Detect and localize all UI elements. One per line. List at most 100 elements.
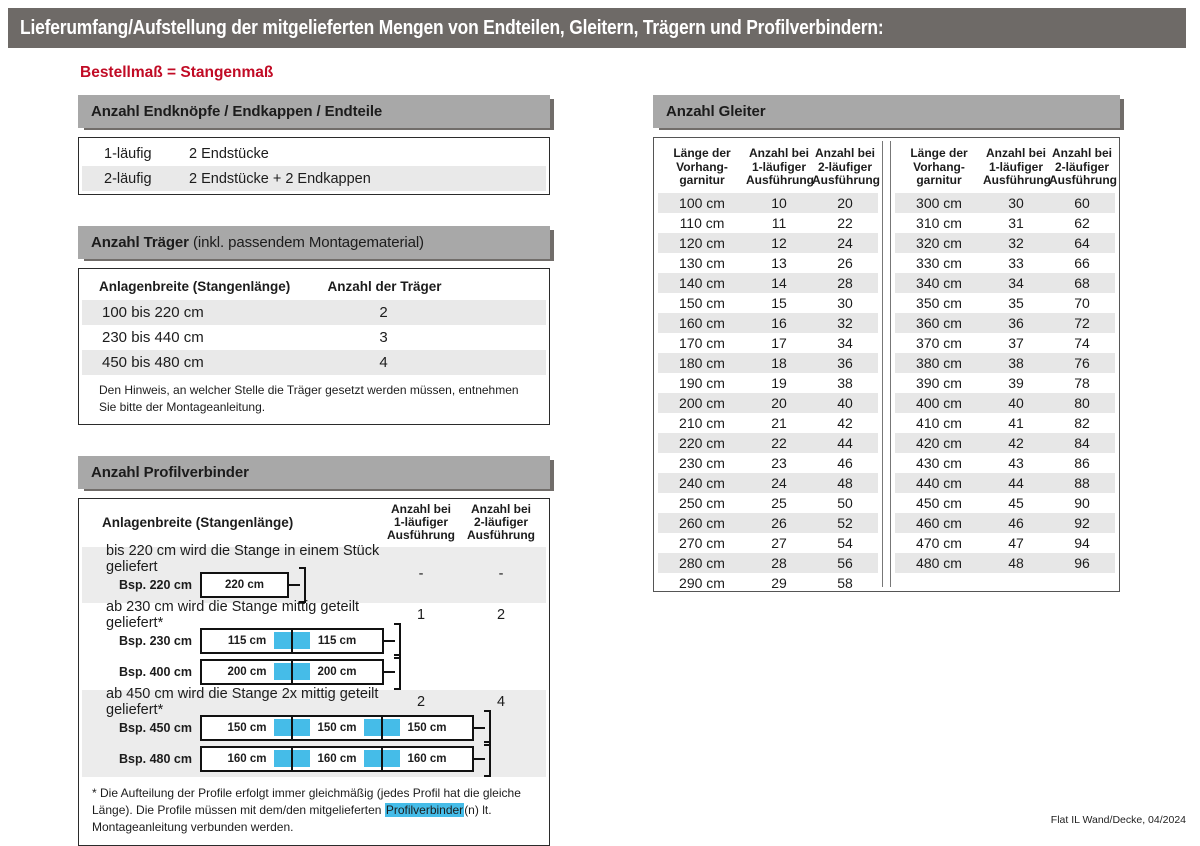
length-cell: 350 cm bbox=[916, 294, 962, 311]
length-cell: 420 cm bbox=[916, 434, 962, 451]
length-cell: 160 cm bbox=[679, 314, 725, 331]
count-2laufig-cell: 74 bbox=[1074, 334, 1090, 351]
length-cell: 170 cm bbox=[679, 334, 725, 351]
rod-joint-line bbox=[291, 715, 293, 740]
table-row: 460 cm 46 92 bbox=[895, 512, 1115, 533]
wall-bracket-icon bbox=[384, 653, 401, 690]
endteile-table: 1-läufig 2 Endstücke 2-läufig 2 Endstücke +… bbox=[78, 137, 550, 195]
table-row: 260 cm 26 52 bbox=[658, 512, 878, 533]
count-1laufig-cell: 37 bbox=[1008, 334, 1024, 351]
count-1laufig-cell: 41 bbox=[1008, 414, 1024, 431]
count-2laufig-cell: 20 bbox=[837, 194, 853, 211]
count-2laufig-cell: 2 bbox=[496, 607, 506, 624]
count-2laufig-cell: 56 bbox=[837, 554, 853, 571]
count-1laufig-cell: 30 bbox=[1008, 194, 1024, 211]
count-1laufig-cell: 22 bbox=[771, 434, 787, 451]
count-1laufig-cell: 12 bbox=[771, 234, 787, 251]
rod-diagram-row: Bsp. 450 cm 150 cm 150 cm 150 cm bbox=[82, 709, 541, 746]
rod-example-label: Bsp. 480 cm bbox=[119, 751, 192, 766]
count-2laufig-cell: 52 bbox=[837, 514, 853, 531]
length-cell: 390 cm bbox=[916, 374, 962, 391]
count-1laufig-cell: 33 bbox=[1008, 254, 1024, 271]
count-1laufig-cell: 25 bbox=[771, 494, 787, 511]
row-description: ab 450 cm wird die Stange 2x mittig gete… bbox=[106, 686, 379, 719]
table-row: 150 cm 15 30 bbox=[658, 293, 878, 313]
count-1laufig-cell: 48 bbox=[1008, 554, 1024, 571]
length-cell: 430 cm bbox=[916, 454, 962, 471]
table-row: 230 bis 440 cm 3 bbox=[82, 325, 546, 350]
range-cell: 100 bis 220 cm bbox=[102, 304, 204, 321]
table-row: 330 cm 33 66 bbox=[895, 253, 1115, 273]
count-2laufig-cell: 40 bbox=[837, 394, 853, 411]
table-row: 210 cm 21 42 bbox=[658, 413, 878, 433]
count-1laufig-cell: 10 bbox=[771, 194, 787, 211]
length-cell: 270 cm bbox=[679, 534, 725, 551]
count-1laufig-cell: 31 bbox=[1008, 214, 1024, 231]
count-2laufig-cell: 64 bbox=[1074, 234, 1090, 251]
count-1laufig-cell: 34 bbox=[1008, 274, 1024, 291]
table-row: 300 cm 30 60 bbox=[895, 192, 1115, 213]
table-row: 110 cm 11 22 bbox=[658, 213, 878, 233]
length-cell: 320 cm bbox=[916, 234, 962, 251]
document-footer: Flat IL Wand/Decke, 04/2024 bbox=[1050, 814, 1186, 826]
rod-segment-label: 150 cm bbox=[227, 721, 267, 734]
table-row: ab 230 cm wird die Stange mittig geteilt… bbox=[82, 599, 546, 690]
lauf-type-cell: 2-läufig bbox=[104, 170, 152, 187]
gleiter-table-left-half: Länge der Vorhang- garnitur Anzahl bei 1… bbox=[654, 141, 883, 591]
endteile-count-cell: 2 Endstücke + 2 Endkappen bbox=[189, 170, 371, 187]
rod-segment-label: 150 cm bbox=[317, 721, 357, 734]
count-1laufig-cell: 16 bbox=[771, 314, 787, 331]
subtitle: Bestellmaß = Stangenmaß bbox=[80, 64, 274, 81]
page-title-banner: Lieferumfang/Aufstellung der mitgeliefer… bbox=[8, 8, 1186, 48]
length-cell: 240 cm bbox=[679, 474, 725, 491]
count-1laufig-cell: 13 bbox=[771, 254, 787, 271]
count-2laufig-cell: 90 bbox=[1074, 494, 1090, 511]
section-header-traeger: Anzahl Träger (inkl. passendem Montagema… bbox=[78, 226, 550, 259]
page-title: Lieferumfang/Aufstellung der mitgeliefer… bbox=[20, 17, 884, 39]
table-row: 480 cm 48 96 bbox=[895, 552, 1115, 573]
count-2laufig-cell: 78 bbox=[1074, 374, 1090, 391]
table-row: 410 cm 41 82 bbox=[895, 413, 1115, 433]
length-cell: 110 cm bbox=[679, 214, 725, 231]
table-row: 230 cm 23 46 bbox=[658, 453, 878, 473]
length-cell: 100 cm bbox=[679, 194, 725, 211]
count-1laufig-cell: 2 bbox=[416, 694, 426, 711]
count-1laufig-cell: 27 bbox=[771, 534, 787, 551]
count-1laufig-cell: 42 bbox=[1008, 434, 1024, 451]
table-row: ab 450 cm wird die Stange 2x mittig gete… bbox=[82, 686, 546, 777]
length-cell: 460 cm bbox=[916, 514, 962, 531]
endteile-count-cell: 2 Endstücke bbox=[189, 145, 269, 162]
row-headline: ab 230 cm wird die Stange mittig geteilt… bbox=[82, 599, 541, 631]
table-row: 470 cm 47 94 bbox=[895, 533, 1115, 553]
table-row: 1-läufig 2 Endstücke bbox=[82, 141, 546, 166]
traeger-header-bold: Anzahl Träger bbox=[91, 234, 189, 251]
rod-diagram: 160 cm 160 cm 160 cm bbox=[200, 745, 474, 772]
count-2laufig-cell: 66 bbox=[1074, 254, 1090, 271]
count-2laufig-cell: 30 bbox=[837, 294, 853, 311]
count-2laufig-cell: 58 bbox=[837, 574, 853, 591]
count-2laufig-cell: 80 bbox=[1074, 394, 1090, 411]
traeger-count-cell: 4 bbox=[379, 354, 388, 371]
section-header-profilverbinder: Anzahl Profilverbinder bbox=[78, 455, 550, 489]
table-row: 120 cm 12 24 bbox=[658, 232, 878, 253]
profilverbinder-table-header-row: Anlagenbreite (Stangenlänge) Anzahl bei … bbox=[82, 499, 546, 547]
gleiter-col1-header: Länge der Vorhang- garnitur bbox=[910, 146, 968, 187]
count-1laufig-cell: 47 bbox=[1008, 534, 1024, 551]
count-2laufig-cell: 34 bbox=[837, 334, 853, 351]
length-cell: 450 cm bbox=[916, 494, 962, 511]
rod-diagram-row: Bsp. 230 cm 115 cm 115 cm bbox=[82, 622, 541, 659]
rod-example-label: Bsp. 400 cm bbox=[119, 664, 192, 679]
gleiter-table-right-half: Länge der Vorhang- garnitur Anzahl bei 1… bbox=[890, 141, 1119, 587]
table-row: 440 cm 44 88 bbox=[895, 472, 1115, 493]
gleiter-table: Länge der Vorhang- garnitur Anzahl bei 1… bbox=[653, 137, 1120, 592]
length-cell: 230 cm bbox=[679, 454, 725, 471]
length-cell: 280 cm bbox=[679, 554, 725, 571]
rod-example-label: Bsp. 230 cm bbox=[119, 633, 192, 648]
count-2laufig-cell: 92 bbox=[1074, 514, 1090, 531]
wall-bracket-icon bbox=[289, 566, 306, 603]
count-1laufig-cell: 36 bbox=[1008, 314, 1024, 331]
range-cell: 450 bis 480 cm bbox=[102, 354, 204, 371]
count-1laufig-cell: 45 bbox=[1008, 494, 1024, 511]
count-2laufig-cell: 60 bbox=[1074, 194, 1090, 211]
rod-diagram-row: Bsp. 220 cm 220 cm bbox=[82, 566, 541, 603]
